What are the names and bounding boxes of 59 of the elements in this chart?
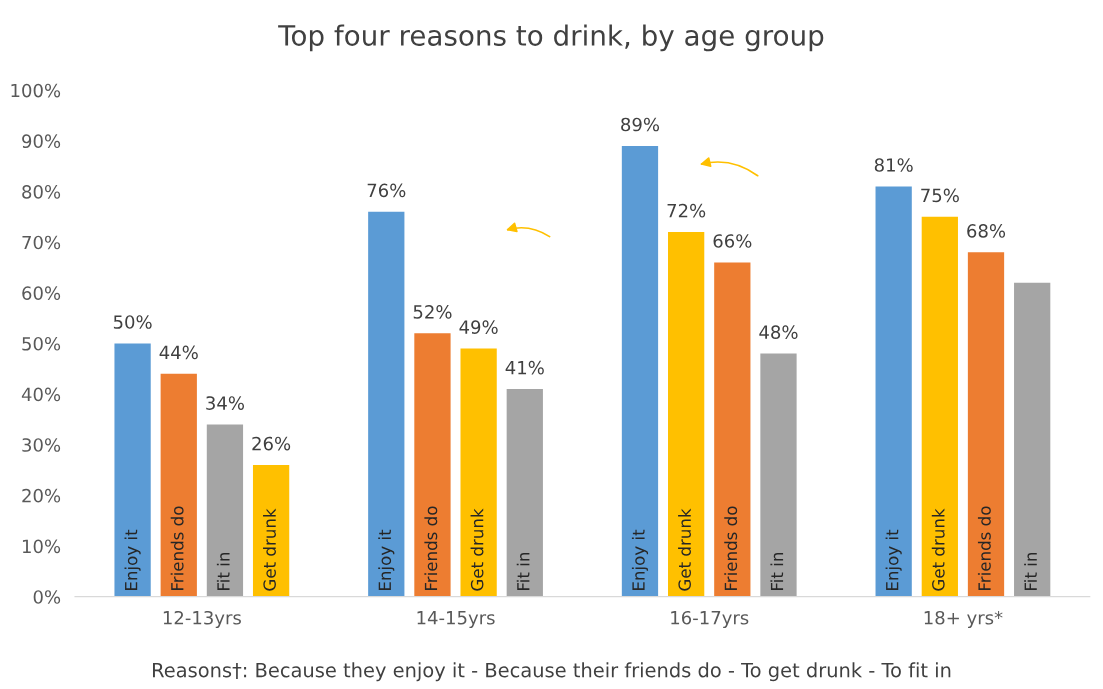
bar bbox=[875, 186, 912, 597]
y-tick-label: 30% bbox=[22, 438, 61, 452]
x-tick-label: 16-17yrs bbox=[671, 610, 749, 629]
bar bbox=[668, 232, 705, 597]
annotation: Enjoy it bbox=[631, 529, 649, 590]
data-label: 81% bbox=[874, 158, 913, 172]
y-tick-label: 50% bbox=[22, 336, 61, 351]
annotation: Get drunk bbox=[931, 508, 945, 591]
bar bbox=[506, 389, 543, 597]
y-tick-label: 60% bbox=[22, 286, 61, 300]
y-tick-label: 70% bbox=[22, 235, 61, 250]
annotation: Get drunk bbox=[263, 508, 276, 591]
y-tick-label: 10% bbox=[22, 539, 61, 554]
bar bbox=[967, 252, 1005, 597]
data-label: 41% bbox=[505, 360, 544, 375]
x-tick-label: 12-13yrs bbox=[163, 610, 241, 629]
x-tick-label: 14-15yrs bbox=[417, 611, 495, 629]
data-label: 89% bbox=[621, 117, 660, 132]
y-tick-label: 80% bbox=[22, 185, 61, 199]
bar bbox=[621, 145, 659, 597]
data-label: 76% bbox=[367, 183, 406, 198]
y-tick-label: 20% bbox=[22, 488, 61, 503]
y-tick-label: 90% bbox=[22, 134, 61, 149]
bar bbox=[921, 216, 958, 597]
data-label: 75% bbox=[921, 188, 959, 203]
annotation: Get drunk bbox=[470, 508, 484, 591]
bar bbox=[760, 353, 797, 597]
data-label: 66% bbox=[713, 234, 752, 248]
data-label: 26% bbox=[252, 436, 291, 451]
data-label: 48% bbox=[759, 325, 798, 339]
annotation: Friends do bbox=[170, 506, 184, 590]
data-label: 72% bbox=[667, 203, 706, 218]
data-label: 49% bbox=[459, 320, 498, 334]
y-tick-label: 0% bbox=[33, 590, 61, 604]
bar bbox=[114, 343, 151, 597]
annotation: Enjoy it bbox=[885, 529, 902, 590]
annotation: Fit in bbox=[770, 552, 784, 590]
chart-title: Top four reasons to drink, by age group bbox=[278, 24, 824, 52]
bar bbox=[1014, 282, 1051, 597]
annotation: Fit in bbox=[216, 552, 230, 590]
bar bbox=[714, 262, 751, 597]
annotation: Enjoy it bbox=[124, 529, 141, 590]
data-label: 50% bbox=[113, 315, 152, 329]
annotation: Friends do bbox=[977, 506, 991, 590]
data-label: 68% bbox=[967, 224, 1006, 238]
data-label: 34% bbox=[206, 396, 244, 410]
annotation: Get drunk bbox=[678, 508, 691, 591]
annotation: Enjoy it bbox=[378, 529, 395, 590]
data-label: 52% bbox=[413, 305, 452, 319]
bar bbox=[368, 211, 405, 597]
annotation: Friends do bbox=[424, 506, 438, 590]
text: Reasons†: Because they enjoy it - Because their friends do - To get drunk - To fit in bbox=[153, 662, 951, 682]
annotation: Fit in bbox=[1024, 552, 1037, 590]
y-tick-label: 100% bbox=[11, 83, 61, 98]
annotation: Friends do bbox=[724, 506, 738, 590]
data-label: 44% bbox=[159, 345, 198, 360]
x-tick-label: 18+ yrs* bbox=[924, 610, 1003, 629]
y-tick-label: 40% bbox=[21, 387, 61, 402]
annotation: Fit in bbox=[516, 552, 530, 590]
